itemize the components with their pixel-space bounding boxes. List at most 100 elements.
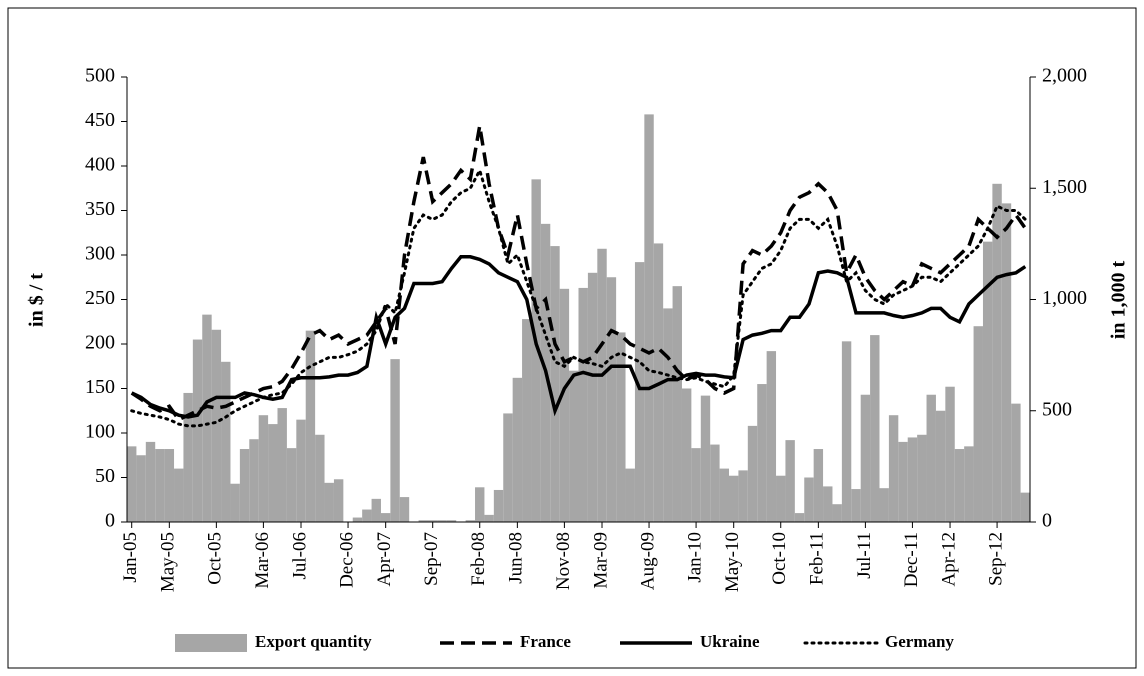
bar xyxy=(747,425,758,522)
y2-axis-title: in 1,000 t xyxy=(1108,260,1130,339)
bar xyxy=(475,487,485,522)
bar xyxy=(296,419,306,522)
bar xyxy=(917,434,927,522)
bar xyxy=(286,448,297,522)
x-tick-label: Jul-06 xyxy=(289,532,310,580)
bar xyxy=(729,475,739,522)
y-axis-title: in $ / t xyxy=(26,273,48,327)
x-tick-label: Jan-10 xyxy=(684,532,705,583)
x-tick-label: Apr-07 xyxy=(374,532,395,587)
x-tick-label: Feb-11 xyxy=(807,532,828,585)
x-tick-label: Aug-09 xyxy=(637,532,658,590)
bar xyxy=(531,179,541,522)
bar xyxy=(794,513,805,522)
bar xyxy=(559,288,570,522)
bar xyxy=(832,504,842,522)
bar xyxy=(230,483,240,522)
x-tick-label: Nov-08 xyxy=(553,532,574,590)
bar xyxy=(738,470,748,522)
bar xyxy=(493,489,504,522)
x-tick-label: Dec-06 xyxy=(336,532,357,588)
bar xyxy=(804,477,814,522)
y-tick-label: 350 xyxy=(85,198,115,220)
bar xyxy=(249,439,259,522)
y-tick-label: 300 xyxy=(85,243,115,265)
bar xyxy=(870,335,880,522)
bar xyxy=(352,517,363,522)
y-tick-label: 500 xyxy=(85,65,115,87)
y-tick-label: 0 xyxy=(105,510,115,532)
bar xyxy=(992,183,1002,523)
bar xyxy=(503,413,513,522)
bar xyxy=(437,520,447,522)
x-tick-label: Mar-09 xyxy=(590,532,611,589)
y2-tick-label: 1,500 xyxy=(1042,176,1087,198)
bar xyxy=(305,330,316,522)
bar xyxy=(418,520,428,522)
bar xyxy=(465,520,476,522)
y-tick-label: 200 xyxy=(85,332,115,354)
bar xyxy=(681,388,692,522)
bar xyxy=(757,384,767,522)
bar xyxy=(935,410,946,522)
bar xyxy=(700,395,711,522)
bar xyxy=(371,498,381,522)
bar xyxy=(964,446,974,522)
legend-swatch xyxy=(175,634,247,652)
x-tick-label: Oct-05 xyxy=(205,532,226,585)
x-tick-label: Sep-12 xyxy=(985,532,1006,586)
y-tick-label: 100 xyxy=(85,421,115,443)
bar xyxy=(926,394,936,522)
y2-tick-label: 1,000 xyxy=(1042,287,1087,309)
y2-tick-label: 0 xyxy=(1042,510,1052,532)
bar xyxy=(428,520,438,522)
bar xyxy=(362,509,372,522)
bar xyxy=(860,394,871,522)
bar xyxy=(823,486,833,522)
bar xyxy=(973,326,983,522)
x-tick-label: Apr-12 xyxy=(938,532,959,587)
bar xyxy=(155,449,165,522)
bar xyxy=(484,514,494,522)
bar xyxy=(145,441,156,522)
bar xyxy=(202,314,212,522)
bar xyxy=(907,437,918,522)
frame xyxy=(7,7,1137,669)
bar xyxy=(446,520,457,522)
line-series xyxy=(130,166,1027,428)
bar xyxy=(380,513,391,522)
bar xyxy=(550,246,560,522)
bar xyxy=(221,361,231,522)
x-tick-label: May-10 xyxy=(722,532,743,592)
bar xyxy=(766,351,777,522)
bar xyxy=(597,248,607,522)
bar xyxy=(211,329,222,522)
bar xyxy=(672,286,682,522)
bar xyxy=(785,440,795,522)
bar xyxy=(127,446,137,522)
bar xyxy=(898,441,908,522)
bar xyxy=(879,488,889,522)
bar xyxy=(512,377,523,522)
line-series xyxy=(130,255,1027,419)
y-tick-label: 250 xyxy=(85,287,115,309)
bar xyxy=(578,287,588,522)
bar xyxy=(982,241,993,522)
bar xyxy=(183,392,193,522)
bar xyxy=(268,424,278,522)
bar xyxy=(851,489,861,522)
x-tick-label: Jan-05 xyxy=(120,532,141,583)
bar xyxy=(324,482,334,522)
bar xyxy=(333,479,344,522)
y-tick-label: 50 xyxy=(95,465,115,487)
bar xyxy=(888,415,899,522)
bar xyxy=(691,448,701,522)
bar xyxy=(625,468,635,522)
bar xyxy=(569,370,579,522)
bar xyxy=(634,262,645,522)
legend-label: France xyxy=(520,632,571,651)
bar xyxy=(136,455,146,522)
x-tick-label: Sep-07 xyxy=(421,532,442,586)
y-tick-label: 400 xyxy=(85,154,115,176)
bar xyxy=(277,408,287,522)
